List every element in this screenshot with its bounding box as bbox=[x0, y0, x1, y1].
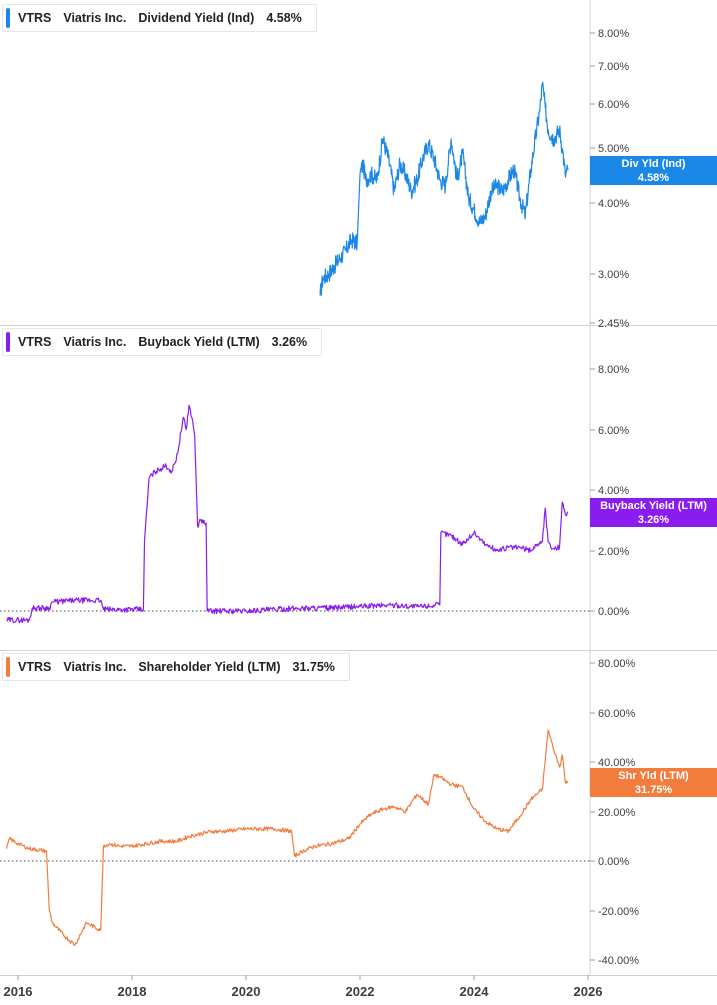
y-tick-label: 4.00% bbox=[598, 198, 629, 210]
y-tick-label: -20.00% bbox=[598, 906, 639, 918]
tag-value: 4.58% bbox=[637, 171, 670, 184]
y-tick-label: 40.00% bbox=[598, 757, 636, 769]
y-tick-label: 8.00% bbox=[598, 28, 629, 40]
legend-value: 4.58% bbox=[266, 11, 302, 25]
legend-metric: Shareholder Yield (LTM) bbox=[138, 660, 281, 674]
legend-company: Viatris Inc. bbox=[63, 660, 127, 674]
current-value-tag-buyback: Buyback Yield (LTM) 3.26% bbox=[590, 498, 717, 527]
y-tick-label: 0.00% bbox=[598, 606, 629, 618]
series-swatch bbox=[6, 657, 10, 677]
y-tick-label: 2.00% bbox=[598, 546, 629, 558]
legend-buyback-yield[interactable]: VTRS Viatris Inc. Buyback Yield (LTM) 3.… bbox=[2, 328, 323, 356]
y-tick-label: -40.00% bbox=[598, 955, 639, 967]
y-tick-label: 5.00% bbox=[598, 143, 629, 155]
tag-value: 3.26% bbox=[637, 513, 670, 526]
x-tick-label: 2018 bbox=[118, 984, 147, 999]
y-tick-label: 2.45% bbox=[598, 318, 629, 330]
axis-layer: 8.00% 7.00% 6.00% 5.00% 4.00% 3.00% 2.45% 8.00%… bbox=[4, 28, 640, 999]
series-layer bbox=[6, 81, 569, 947]
y-tick-label: 4.00% bbox=[598, 485, 629, 497]
legend-ticker: VTRS bbox=[18, 660, 52, 674]
legend-company: Viatris Inc. bbox=[63, 335, 127, 349]
y-tick-label: 60.00% bbox=[598, 708, 636, 720]
x-tick-label: 2024 bbox=[460, 984, 490, 999]
tag-value: 31.75% bbox=[634, 783, 673, 796]
y-tick-label: 3.00% bbox=[598, 269, 629, 281]
series-swatch bbox=[6, 8, 10, 28]
legend-ticker: VTRS bbox=[18, 11, 52, 25]
x-tick-label: 2016 bbox=[4, 984, 33, 999]
tag-label: Div Yld (Ind) bbox=[621, 157, 686, 170]
legend-shareholder-yield[interactable]: VTRS Viatris Inc. Shareholder Yield (LTM… bbox=[2, 653, 350, 681]
y-tick-label: 7.00% bbox=[598, 61, 629, 73]
y-tick-label: 6.00% bbox=[598, 99, 629, 111]
legend-metric: Buyback Yield (LTM) bbox=[138, 335, 260, 349]
series-line-shareholder-yield bbox=[6, 729, 569, 947]
current-value-tag-shareholder: Shr Yld (LTM) 31.75% bbox=[590, 768, 717, 797]
tag-label: Shr Yld (LTM) bbox=[618, 769, 689, 782]
current-value-tag-dividend: Div Yld (Ind) 4.58% bbox=[590, 156, 717, 185]
x-tick-label: 2020 bbox=[232, 984, 261, 999]
legend-value: 31.75% bbox=[292, 660, 335, 674]
x-tick-label: 2022 bbox=[346, 984, 375, 999]
y-tick-label: 0.00% bbox=[598, 856, 629, 868]
y-tick-label: 80.00% bbox=[598, 658, 636, 670]
y-tick-label: 8.00% bbox=[598, 364, 629, 376]
legend-metric: Dividend Yield (Ind) bbox=[138, 11, 255, 25]
y-tick-label: 20.00% bbox=[598, 807, 636, 819]
series-swatch bbox=[6, 332, 10, 352]
tag-label: Buyback Yield (LTM) bbox=[600, 499, 707, 512]
legend-dividend-yield[interactable]: VTRS Viatris Inc. Dividend Yield (Ind) 4… bbox=[2, 4, 317, 32]
series-line-buyback-yield bbox=[6, 404, 569, 624]
y-tick-label: 6.00% bbox=[598, 425, 629, 437]
legend-ticker: VTRS bbox=[18, 335, 52, 349]
legend-value: 3.26% bbox=[271, 335, 308, 349]
series-line-dividend-yield bbox=[319, 81, 569, 296]
legend-company: Viatris Inc. bbox=[63, 11, 127, 25]
x-tick-label: 2026 bbox=[574, 984, 603, 999]
